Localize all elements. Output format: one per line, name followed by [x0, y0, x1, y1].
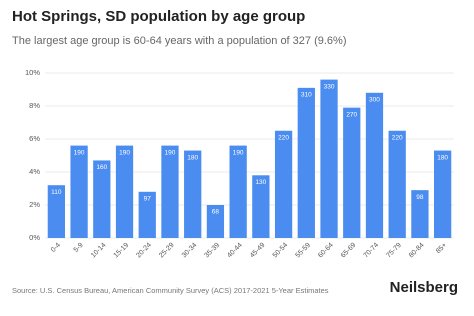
y-tick-label: 10%	[25, 68, 40, 77]
y-tick-label: 0%	[29, 233, 40, 242]
data-label: 97	[144, 196, 152, 203]
bar	[297, 87, 315, 238]
chart-subtitle: The largest age group is 60-64 years wit…	[12, 35, 346, 47]
bar	[161, 145, 179, 238]
data-label: 110	[51, 189, 62, 196]
x-tick-label: 40-44	[226, 242, 244, 260]
bar	[206, 205, 225, 238]
y-tick-label: 2%	[29, 200, 40, 209]
x-tick-label: 35-39	[204, 242, 222, 260]
data-label: 180	[187, 154, 198, 161]
x-tick-label: 10-14	[90, 242, 108, 260]
data-label: 160	[96, 164, 107, 171]
bar	[70, 145, 88, 238]
x-tick-label: 50-54	[272, 242, 290, 260]
x-tick-label: 25-29	[158, 242, 176, 260]
y-tick-label: 8%	[29, 101, 40, 110]
y-tick-label: 4%	[29, 167, 40, 176]
data-label: 190	[119, 149, 130, 156]
data-label: 270	[346, 111, 357, 118]
x-tick-label: 45-49	[249, 242, 267, 260]
bar	[434, 150, 452, 238]
x-tick-label: 75-79	[385, 242, 403, 260]
x-tick-label: 5-9	[73, 242, 85, 254]
bar	[320, 79, 338, 238]
source-note: Source: U.S. Census Bureau, American Com…	[12, 286, 329, 295]
data-label: 190	[74, 149, 85, 156]
bar	[252, 175, 270, 238]
data-label: 190	[165, 149, 176, 156]
x-tick-label: 15-19	[113, 242, 131, 260]
data-label: 98	[416, 194, 424, 201]
data-label: 180	[437, 154, 448, 161]
bar	[184, 150, 202, 238]
x-tick-label: 20-24	[135, 242, 153, 260]
bar	[93, 160, 111, 238]
bar	[343, 107, 361, 239]
bar	[115, 145, 134, 238]
x-tick-label: 30-34	[181, 242, 199, 260]
x-tick-label: 55-59	[294, 242, 312, 260]
data-label: 190	[233, 149, 244, 156]
bar	[274, 130, 293, 238]
bar	[47, 185, 65, 238]
bar	[138, 191, 156, 238]
bar	[388, 130, 406, 238]
data-label: 68	[212, 209, 220, 216]
chart-title: Hot Springs, SD population by age group	[12, 8, 305, 25]
bar	[229, 145, 247, 238]
data-label: 330	[324, 83, 335, 90]
brand: Neilsberg	[390, 279, 458, 296]
data-label: 220	[392, 134, 403, 141]
data-label: 300	[369, 97, 380, 104]
data-label: 220	[278, 134, 289, 141]
data-label: 310	[301, 92, 312, 99]
x-tick-label: 80-84	[408, 242, 426, 260]
bar	[365, 92, 384, 238]
x-tick-label: 65-69	[340, 242, 358, 260]
y-tick-label: 6%	[29, 134, 40, 143]
data-label: 130	[255, 179, 266, 186]
x-tick-label: 0-4	[50, 242, 62, 254]
x-tick-label: 70-74	[363, 242, 381, 260]
x-tick-label: 60-64	[317, 242, 335, 260]
x-tick-label: 85+	[435, 242, 448, 255]
bar	[411, 190, 429, 238]
